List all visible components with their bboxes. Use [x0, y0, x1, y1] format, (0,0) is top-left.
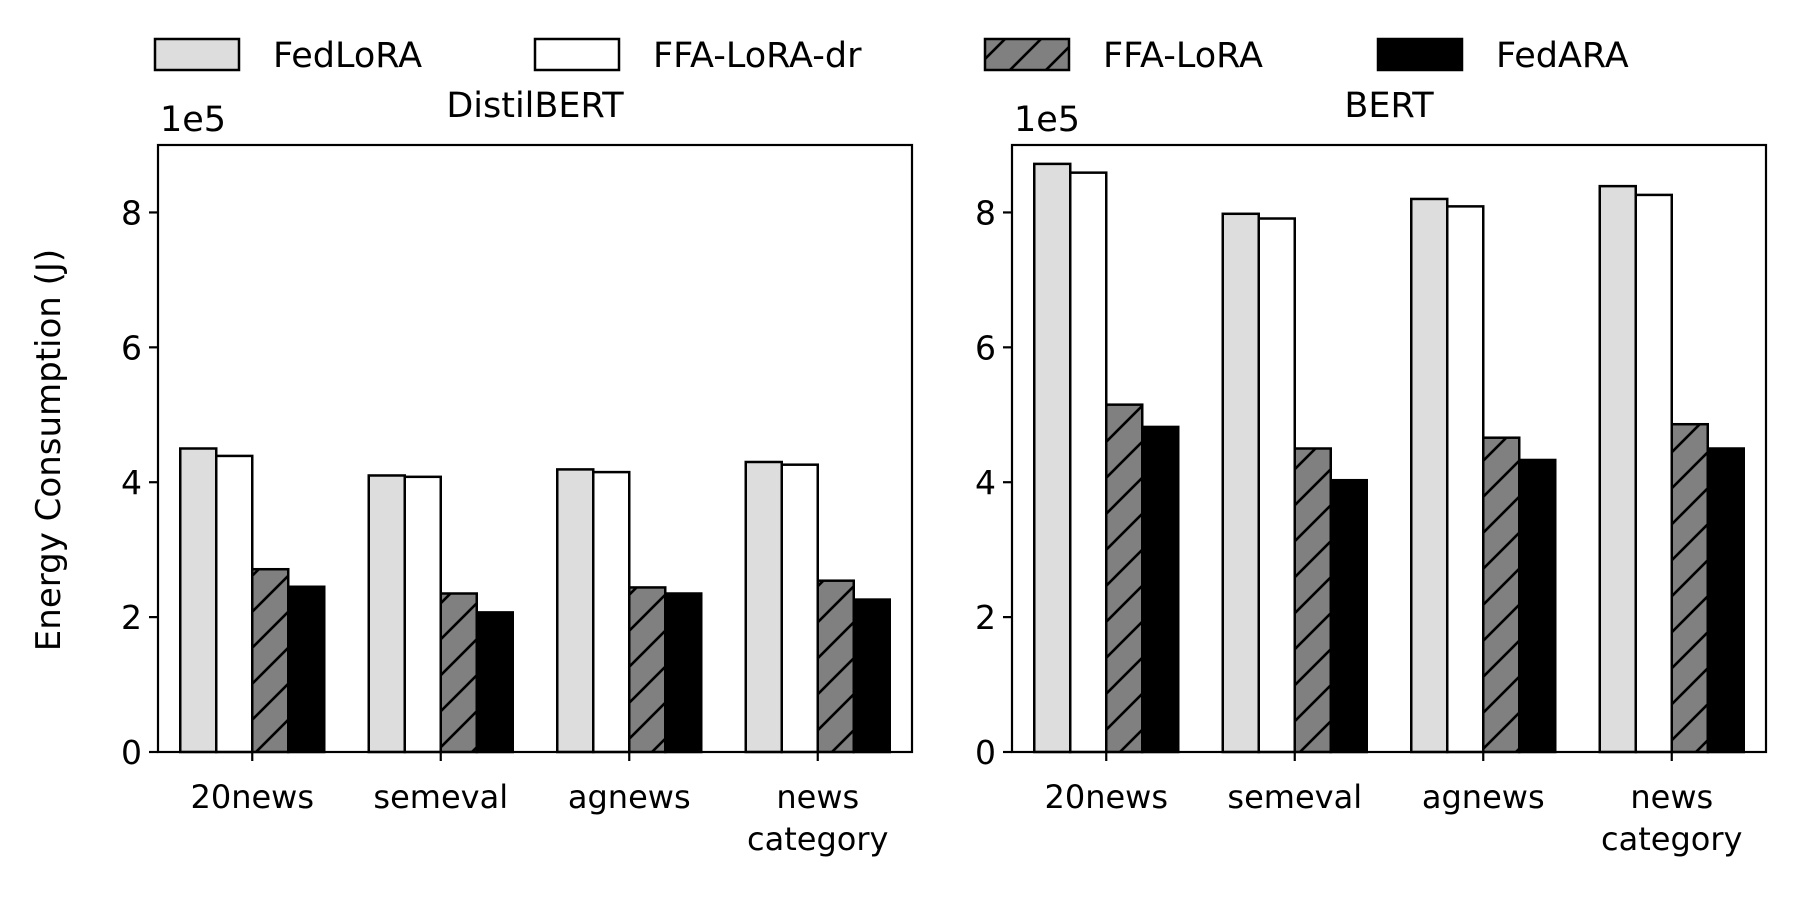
bar-fedara-agnews: [1518, 458, 1557, 754]
y-tick-label: 0: [121, 733, 142, 772]
bar-ffa-lora-dr-semeval: [403, 475, 442, 754]
bar-fedlora-semeval: [367, 474, 406, 754]
bar-ffa-lora-agnews: [1482, 436, 1521, 754]
category-label: news category: [1601, 778, 1742, 858]
bar-ffa-lora-news-category: [816, 579, 855, 754]
plot-frame: [1010, 143, 1768, 754]
bar-fedlora-20news: [179, 447, 218, 754]
bar-ffa-lora-semeval: [1293, 447, 1332, 754]
bar-fedara-20news: [1141, 425, 1180, 754]
category-label: news category: [747, 778, 888, 858]
panel-distilbert: 0 2 4 6 8 20news semeval agnews news category 1e5 D…: [121, 86, 914, 858]
bar-ffa-lora-semeval: [439, 592, 478, 754]
bar-ffa-lora-dr-20news: [215, 454, 254, 754]
category-label: 20news: [1044, 778, 1168, 816]
bar-fedara-agnews: [664, 592, 703, 754]
category-label: semeval: [1227, 778, 1362, 816]
bar-ffa-lora-20news: [251, 567, 290, 754]
bar-fedlora-semeval: [1221, 212, 1260, 754]
bar-fedara-semeval: [1329, 478, 1368, 754]
legend-swatch-fedara: [1376, 37, 1464, 72]
y-tick-label: 0: [975, 733, 996, 772]
y-tick-label: 4: [121, 463, 142, 502]
bar-ffa-lora-dr-news-category: [780, 463, 819, 754]
bar-fedlora-20news: [1033, 162, 1072, 754]
bar-fedlora-agnews: [556, 468, 595, 754]
y-tick-label: 4: [975, 463, 996, 502]
plot-frame: [156, 143, 914, 754]
category-label: agnews: [568, 778, 691, 816]
y-tick-label: 8: [975, 193, 996, 232]
legend-label-ffa-lora: FFA-LoRA: [1103, 36, 1263, 76]
bar-ffa-lora-dr-news-category: [1634, 193, 1673, 754]
bar-fedlora-news-category: [1598, 184, 1637, 754]
legend-swatch-fedlora: [153, 37, 241, 72]
y-tick-label: 6: [975, 328, 996, 367]
panel-bert: 0 2 4 6 8 20news semeval agnews news category 1e5 B…: [975, 86, 1768, 858]
bar-fedara-news-category: [1706, 447, 1745, 754]
axis-exponent-label: 1e5: [1014, 100, 1080, 140]
legend-label-ffa-lora-dr: FFA-LoRA-dr: [653, 36, 862, 76]
bar-fedara-news-category: [852, 598, 891, 754]
panel-title: BERT: [1344, 86, 1434, 126]
axis-exponent-label: 1e5: [160, 100, 226, 140]
y-axis-label: Energy Consumption (J): [29, 249, 69, 651]
bar-ffa-lora-20news: [1105, 403, 1144, 754]
legend-label-fedara: FedARA: [1496, 36, 1629, 76]
y-tick-label: 2: [121, 598, 142, 637]
bar-fedlora-news-category: [744, 460, 783, 754]
bar-ffa-lora-dr-agnews: [1446, 205, 1485, 754]
category-label: semeval: [373, 778, 508, 816]
bar-ffa-lora-agnews: [628, 586, 667, 754]
legend-label-fedlora: FedLoRA: [273, 36, 422, 76]
y-tick-label: 8: [121, 193, 142, 232]
bar-ffa-lora-dr-20news: [1069, 171, 1108, 754]
bar-ffa-lora-news-category: [1670, 422, 1709, 754]
legend-swatch-ffa-lora: [983, 37, 1071, 72]
category-label: 20news: [190, 778, 314, 816]
y-tick-label: 6: [121, 328, 142, 367]
bar-ffa-lora-dr-agnews: [592, 470, 631, 754]
legend-swatch-ffa-lora-dr: [533, 37, 621, 72]
bar-ffa-lora-dr-semeval: [1257, 217, 1296, 754]
category-label: agnews: [1422, 778, 1545, 816]
bar-fedara-semeval: [475, 611, 514, 754]
y-tick-label: 2: [975, 598, 996, 637]
chart-panels: 0 2 4 6 8 20news semeval agnews news category 1e5 D…: [121, 86, 1768, 858]
bar-fedara-20news: [287, 585, 326, 754]
bar-fedlora-agnews: [1410, 197, 1449, 754]
legend: FedLoRA FFA-LoRA-dr FFA-LoRA FedARA: [153, 36, 1629, 76]
panel-title: DistilBERT: [446, 86, 624, 126]
